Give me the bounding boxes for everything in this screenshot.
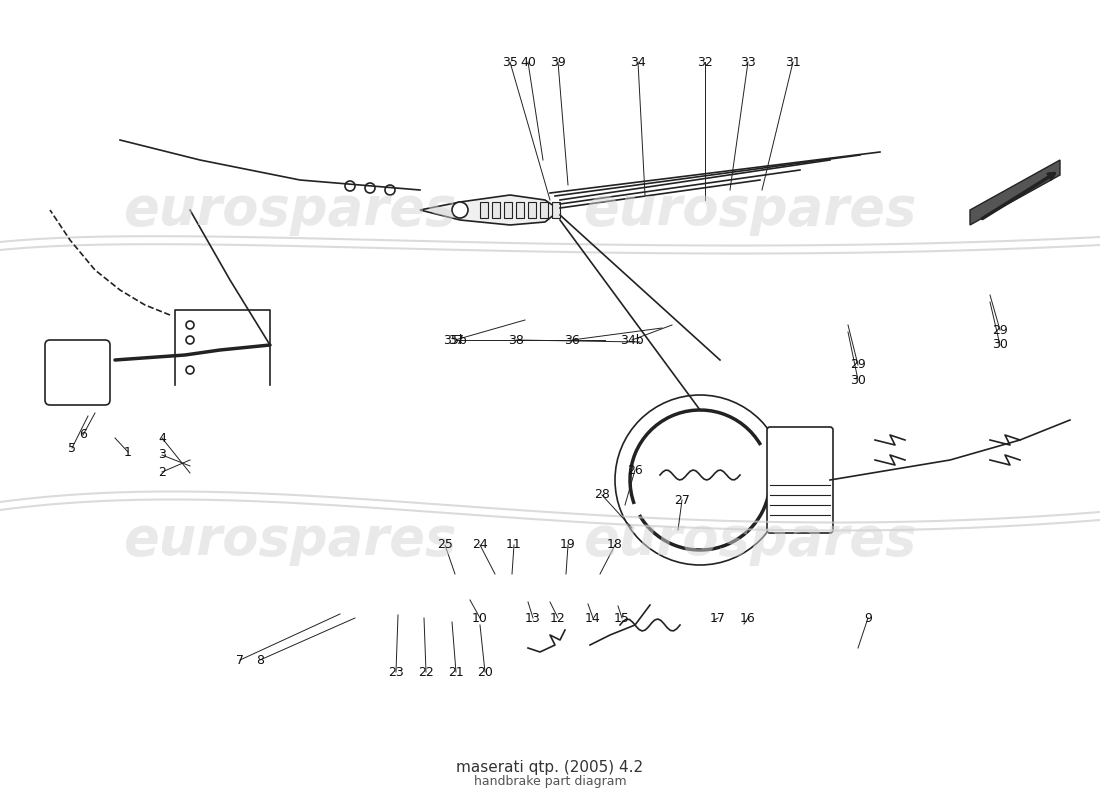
Text: 20: 20 xyxy=(477,666,493,678)
Text: 23: 23 xyxy=(388,666,404,678)
Text: 36: 36 xyxy=(564,334,580,346)
Circle shape xyxy=(345,181,355,191)
Text: 26: 26 xyxy=(627,463,642,477)
Text: eurospares: eurospares xyxy=(123,184,456,236)
Bar xyxy=(492,202,500,218)
Bar xyxy=(516,202,524,218)
Text: 2: 2 xyxy=(158,466,166,478)
Text: 16: 16 xyxy=(740,611,756,625)
Polygon shape xyxy=(970,160,1060,225)
FancyBboxPatch shape xyxy=(45,340,110,405)
Circle shape xyxy=(186,321,194,329)
Text: 31: 31 xyxy=(785,55,801,69)
Text: 22: 22 xyxy=(418,666,433,678)
Bar xyxy=(504,202,512,218)
Text: 37: 37 xyxy=(448,334,464,346)
Text: 25: 25 xyxy=(437,538,453,551)
Text: 12: 12 xyxy=(550,611,565,625)
Text: 21: 21 xyxy=(448,666,464,678)
Text: 30: 30 xyxy=(850,374,866,386)
Text: eurospares: eurospares xyxy=(123,514,456,566)
Text: 17: 17 xyxy=(711,611,726,625)
Text: 10: 10 xyxy=(472,611,488,625)
Text: 33: 33 xyxy=(740,55,756,69)
Text: eurospares: eurospares xyxy=(583,184,916,236)
Text: 18: 18 xyxy=(607,538,623,551)
Bar xyxy=(480,202,488,218)
Text: 13: 13 xyxy=(525,611,541,625)
Text: 5: 5 xyxy=(68,442,76,454)
Circle shape xyxy=(186,366,194,374)
Text: 14: 14 xyxy=(585,611,601,625)
Text: 38: 38 xyxy=(508,334,524,346)
Text: 24: 24 xyxy=(472,538,488,551)
Bar xyxy=(540,202,548,218)
Text: 35b: 35b xyxy=(443,334,466,346)
Polygon shape xyxy=(420,195,560,225)
Text: 7: 7 xyxy=(236,654,244,666)
Circle shape xyxy=(365,183,375,193)
Text: 19: 19 xyxy=(560,538,576,551)
Text: 28: 28 xyxy=(594,489,609,502)
Circle shape xyxy=(615,395,785,565)
Text: eurospares: eurospares xyxy=(583,514,916,566)
Text: 9: 9 xyxy=(865,611,872,625)
Text: maserati qtp. (2005) 4.2: maserati qtp. (2005) 4.2 xyxy=(456,760,644,775)
Text: 27: 27 xyxy=(674,494,690,506)
Text: 3: 3 xyxy=(158,449,166,462)
Text: 15: 15 xyxy=(614,611,630,625)
Text: 34: 34 xyxy=(630,55,646,69)
Text: 35: 35 xyxy=(502,55,518,69)
Circle shape xyxy=(385,185,395,195)
Bar xyxy=(552,202,560,218)
Text: 39: 39 xyxy=(550,55,565,69)
Text: 32: 32 xyxy=(697,55,713,69)
Text: 4: 4 xyxy=(158,431,166,445)
Text: 40: 40 xyxy=(520,55,536,69)
Text: 29: 29 xyxy=(850,358,866,371)
Text: 34b: 34b xyxy=(620,334,644,346)
Circle shape xyxy=(452,202,468,218)
Text: 6: 6 xyxy=(79,429,87,442)
Bar xyxy=(528,202,536,218)
Text: 30: 30 xyxy=(992,338,1008,351)
Circle shape xyxy=(186,336,194,344)
Text: 11: 11 xyxy=(506,538,521,551)
Text: 8: 8 xyxy=(256,654,264,666)
FancyBboxPatch shape xyxy=(767,427,833,533)
Text: handbrake part diagram: handbrake part diagram xyxy=(474,775,626,788)
Text: 1: 1 xyxy=(124,446,132,458)
Text: 29: 29 xyxy=(992,323,1008,337)
